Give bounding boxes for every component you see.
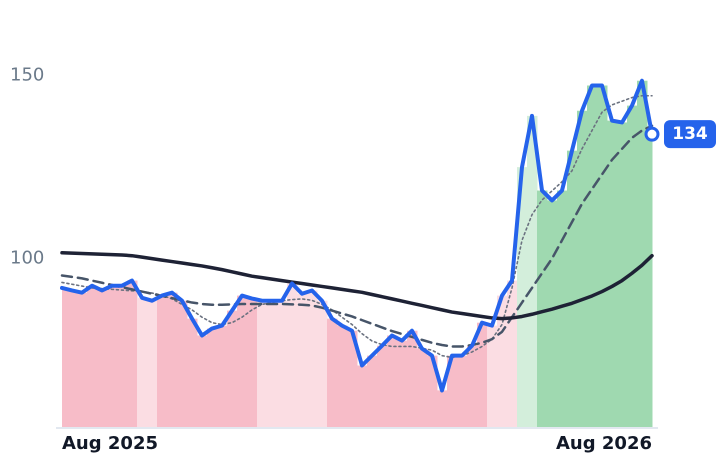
- area-segment: [77, 292, 88, 427]
- area-segment: [347, 330, 358, 427]
- series-line: [60, 251, 654, 321]
- area-segment: [127, 280, 138, 427]
- area-segment: [87, 285, 98, 427]
- area-segment: [497, 295, 508, 427]
- area-segment: [467, 345, 478, 427]
- area-segment: [547, 200, 558, 427]
- area-segment: [477, 322, 488, 427]
- last-value-badge: [664, 120, 716, 149]
- area-segment: [457, 355, 468, 427]
- area-segment: [527, 115, 538, 427]
- area-segment: [537, 190, 548, 427]
- area-segment: [627, 105, 638, 427]
- area-segment: [257, 300, 268, 427]
- area-segment: [437, 390, 448, 427]
- x-tick-label: Aug 2025: [62, 433, 158, 454]
- area-segment: [157, 295, 168, 427]
- area-segment: [107, 285, 118, 427]
- area-segment: [607, 120, 618, 427]
- area-segment: [617, 122, 628, 427]
- area-segment: [367, 355, 378, 427]
- area-segment: [117, 285, 128, 427]
- area-segment: [187, 318, 198, 427]
- area-segment: [197, 335, 208, 427]
- area-segment: [427, 355, 438, 427]
- area-segment: [317, 300, 328, 427]
- area-segment: [287, 283, 298, 427]
- area-segment: [277, 300, 288, 427]
- area-segment: [417, 348, 428, 427]
- area-segment: [577, 110, 588, 427]
- area-segment: [587, 85, 598, 427]
- area-segment: [447, 355, 458, 427]
- area-segment: [62, 287, 68, 427]
- area-segment: [517, 167, 528, 427]
- x-tick-label: Aug 2026: [556, 433, 652, 454]
- area-segment: [647, 134, 653, 427]
- area-segment: [357, 365, 368, 427]
- area-segment: [97, 290, 108, 427]
- area-segment: [67, 290, 78, 427]
- area-segment: [637, 80, 648, 427]
- area-segment: [567, 150, 578, 427]
- area-segment: [337, 325, 348, 427]
- area-segment: [507, 280, 518, 427]
- area-segment: [597, 85, 608, 427]
- area-segment: [167, 292, 178, 427]
- area-segment: [237, 295, 248, 427]
- area-segment: [217, 325, 228, 427]
- area-segment: [137, 297, 148, 427]
- area-segment: [147, 300, 158, 427]
- y-tick-label: 150: [10, 65, 44, 86]
- last-value-label: 134: [672, 124, 708, 144]
- area-segment: [387, 335, 398, 427]
- area-segment: [247, 298, 258, 427]
- area-segment: [487, 325, 498, 427]
- area-segment: [557, 190, 568, 427]
- area-segment: [327, 318, 338, 427]
- area-segment: [307, 290, 318, 427]
- area-segment: [377, 345, 388, 427]
- area-segment: [407, 330, 418, 427]
- last-point: [644, 126, 660, 142]
- series-line: [60, 78, 654, 393]
- area-segment: [207, 328, 218, 427]
- area-segment: [397, 340, 408, 427]
- area-segment: [267, 300, 278, 427]
- y-tick-label: 100: [10, 248, 44, 269]
- area-segment: [297, 293, 308, 427]
- area-segment: [177, 300, 188, 427]
- area-segment: [227, 310, 238, 427]
